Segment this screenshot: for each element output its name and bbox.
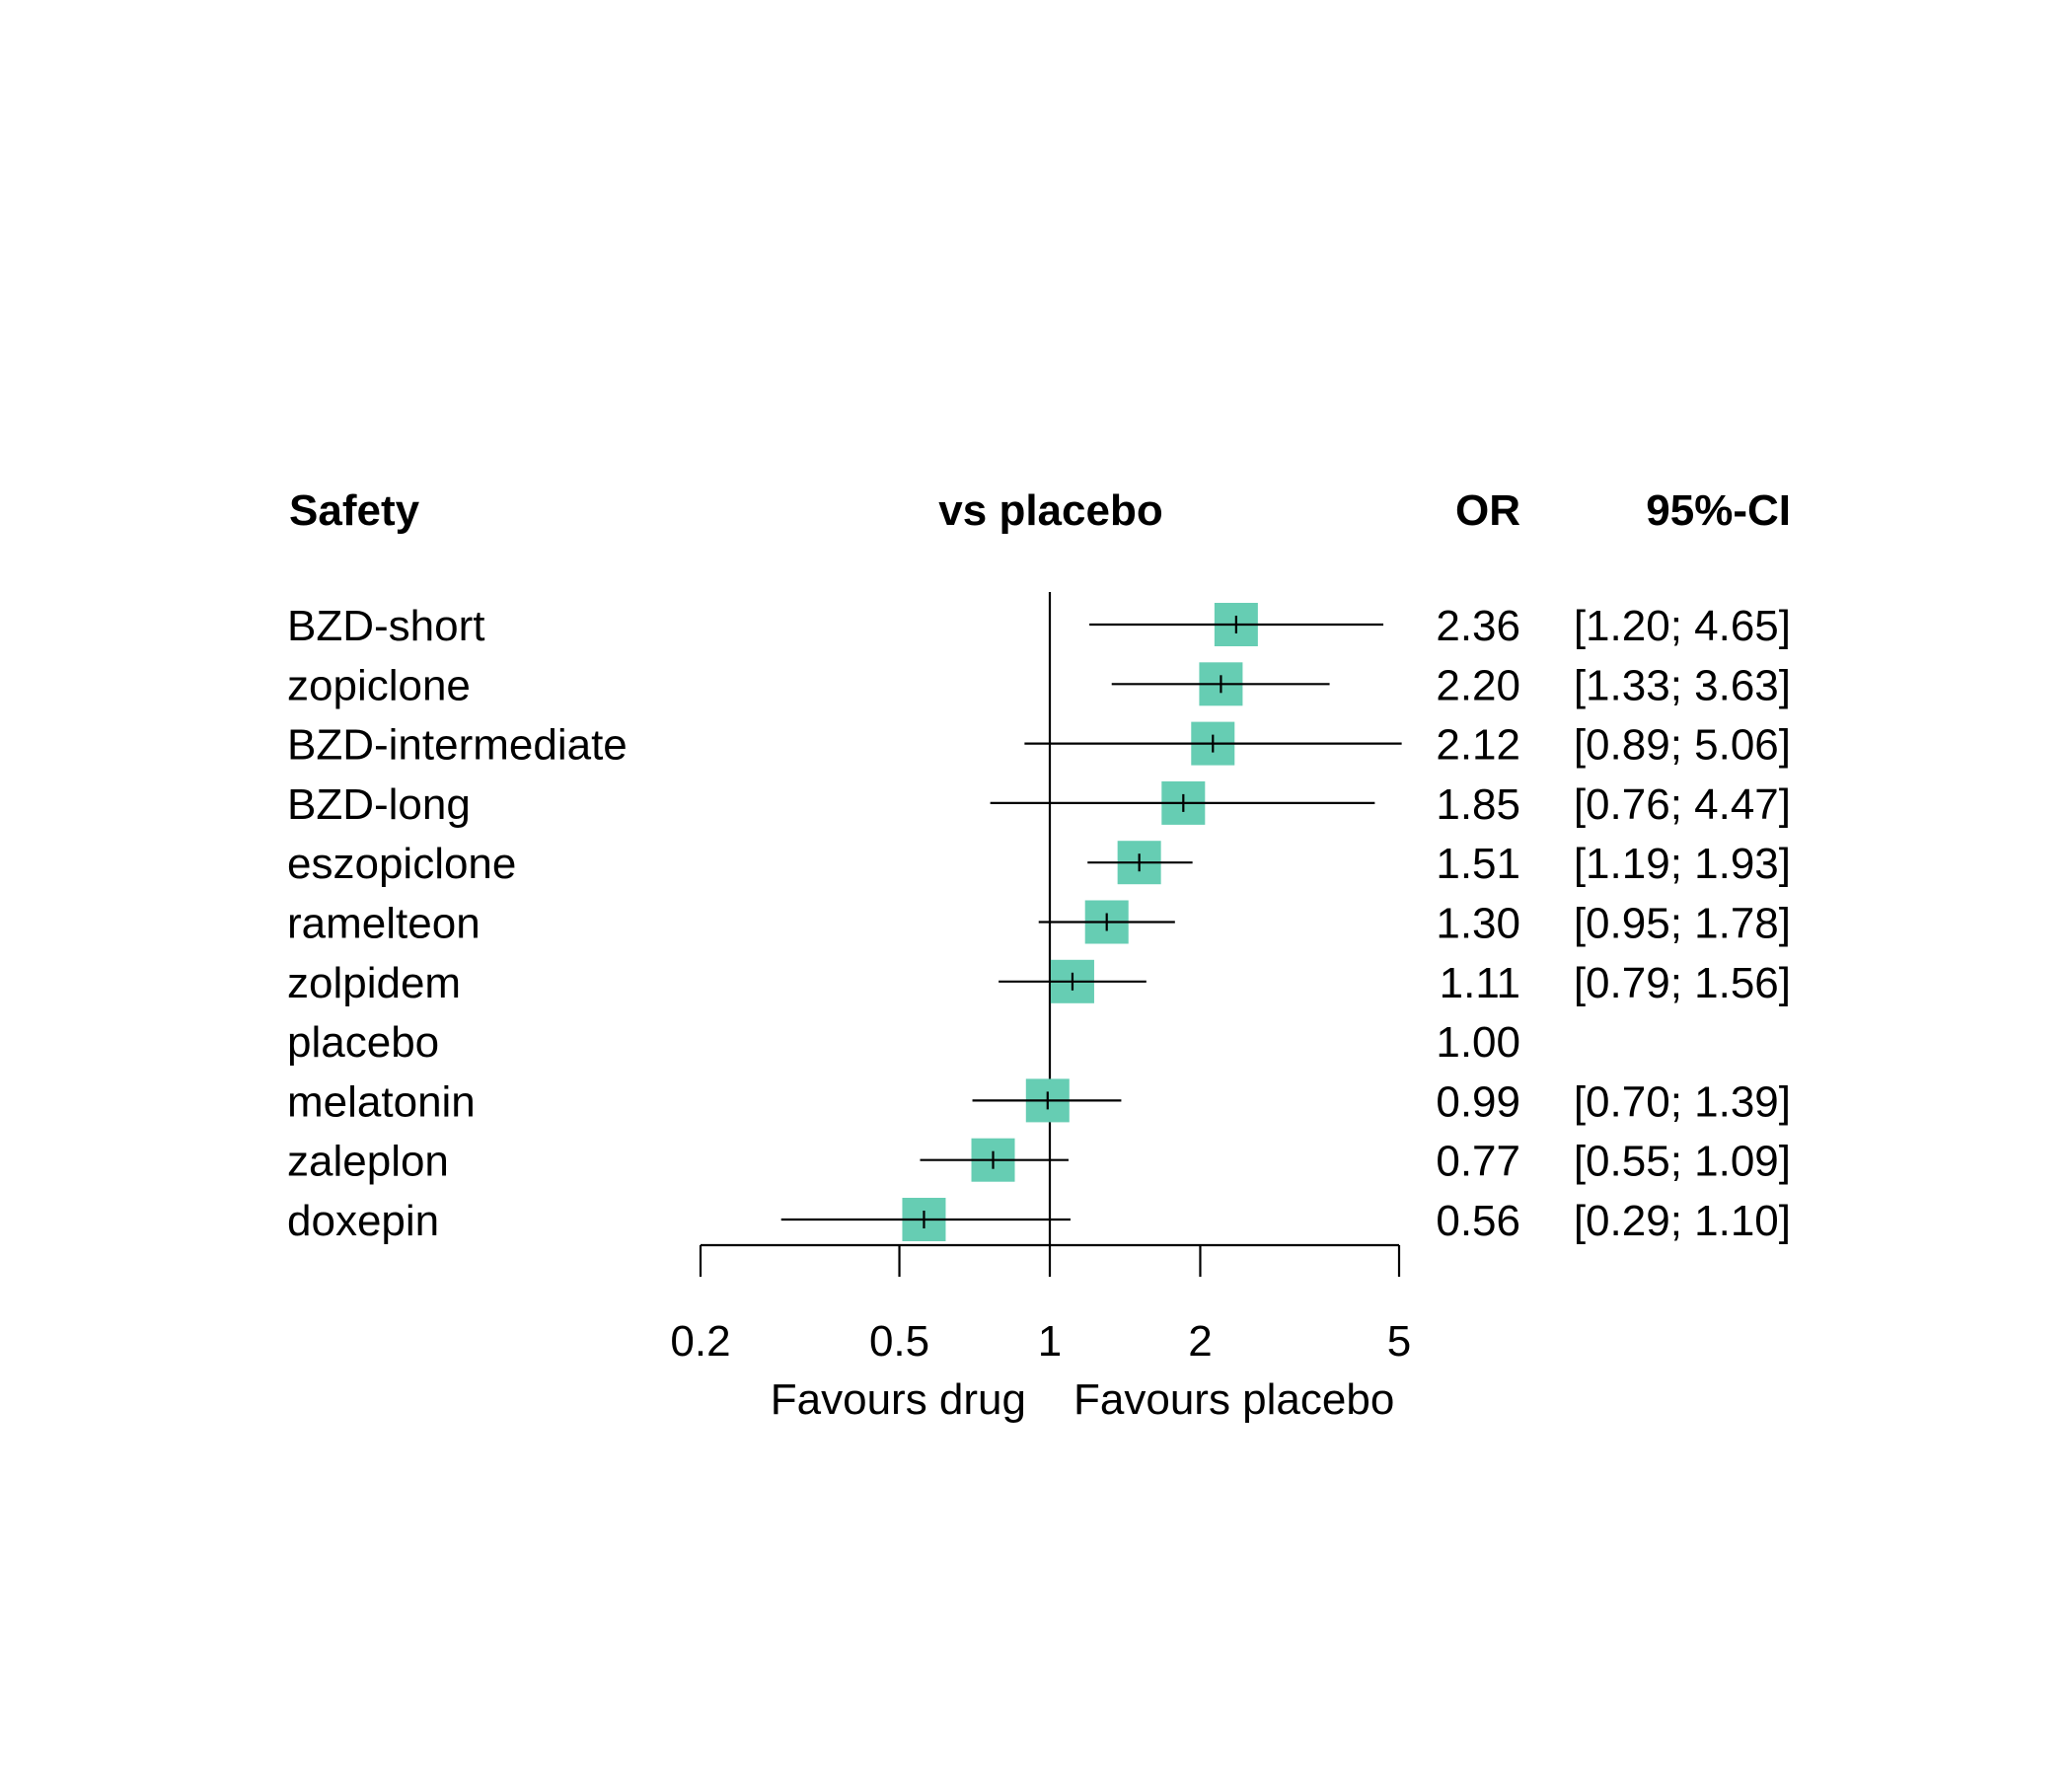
label-favours-drug: Favours drug xyxy=(771,1375,1026,1424)
header-or: OR xyxy=(1455,486,1520,535)
row-label-ramelteon: ramelteon xyxy=(287,900,481,948)
row-ci-ramelteon: [0.95; 1.78] xyxy=(1574,900,1791,948)
row-ci-zopiclone: [1.33; 3.63] xyxy=(1574,661,1791,709)
header-safety: Safety xyxy=(289,486,420,535)
row-label-zaleplon: zaleplon xyxy=(287,1138,449,1186)
row-or-zopiclone: 2.20 xyxy=(1436,661,1520,709)
row-or-melatonin: 0.99 xyxy=(1436,1077,1520,1126)
row-or-doxepin: 0.56 xyxy=(1436,1197,1520,1245)
row-ci-zolpidem: [0.79; 1.56] xyxy=(1574,959,1791,1007)
x-tick-label-1: 0.5 xyxy=(869,1317,929,1366)
x-tick-label-3: 2 xyxy=(1188,1317,1212,1366)
row-label-zopiclone: zopiclone xyxy=(287,661,471,709)
row-or-zolpidem: 1.11 xyxy=(1440,959,1520,1007)
header-ci: 95%-CI xyxy=(1646,486,1791,535)
x-tick-label-4: 5 xyxy=(1387,1317,1411,1366)
row-label-zolpidem: zolpidem xyxy=(287,959,461,1007)
row-ci-bzd-intermediate: [0.89; 5.06] xyxy=(1574,721,1791,770)
row-label-bzd-intermediate: BZD-intermediate xyxy=(287,721,628,770)
x-tick-label-2: 1 xyxy=(1038,1317,1062,1366)
row-or-placebo: 1.00 xyxy=(1436,1018,1520,1067)
row-ci-bzd-short: [1.20; 4.65] xyxy=(1574,602,1791,650)
row-label-bzd-short: BZD-short xyxy=(287,602,484,650)
header-vs-placebo: vs placebo xyxy=(938,486,1162,535)
row-or-bzd-long: 1.85 xyxy=(1436,780,1520,829)
x-axis: 0.2 0.5 1 2 5 xyxy=(670,1243,1411,1366)
row-ci-bzd-long: [0.76; 4.47] xyxy=(1574,780,1791,829)
row-label-eszopiclone: eszopiclone xyxy=(287,840,516,888)
row-label-bzd-long: BZD-long xyxy=(287,780,471,829)
x-tick-label-0: 0.2 xyxy=(670,1317,730,1366)
row-ci-doxepin: [0.29; 1.10] xyxy=(1574,1197,1791,1245)
row-or-zaleplon: 0.77 xyxy=(1436,1138,1520,1186)
rows-layer: BZD-short 2.36 [1.20; 4.65] zopiclone 2.20 [1… xyxy=(287,592,1791,1245)
row-label-placebo: placebo xyxy=(287,1018,439,1067)
row-ci-eszopiclone: [1.19; 1.93] xyxy=(1574,840,1791,888)
row-ci-melatonin: [0.70; 1.39] xyxy=(1574,1077,1791,1126)
row-or-bzd-short: 2.36 xyxy=(1436,602,1520,650)
row-label-melatonin: melatonin xyxy=(287,1077,476,1126)
row-or-eszopiclone: 1.51 xyxy=(1436,840,1520,888)
row-or-bzd-intermediate: 2.12 xyxy=(1436,721,1520,770)
label-favours-placebo: Favours placebo xyxy=(1073,1375,1394,1424)
row-label-doxepin: doxepin xyxy=(287,1197,439,1245)
row-ci-zaleplon: [0.55; 1.09] xyxy=(1574,1138,1791,1186)
row-or-ramelteon: 1.30 xyxy=(1436,900,1520,948)
